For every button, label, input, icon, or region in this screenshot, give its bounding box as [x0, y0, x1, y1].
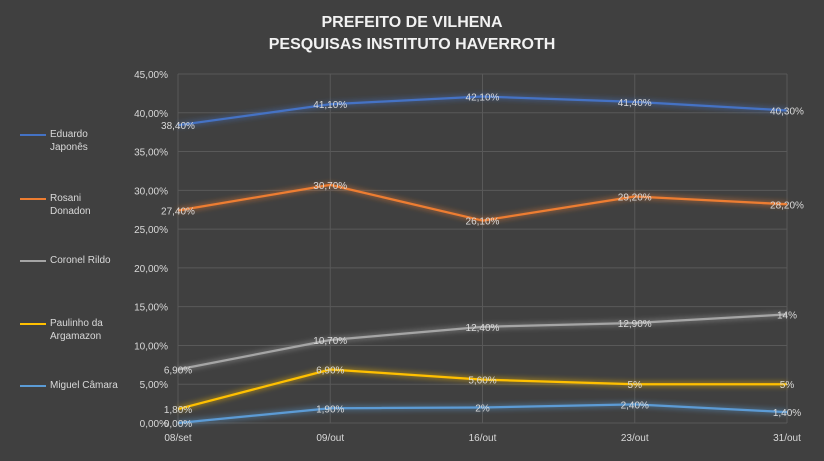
y-tick-label: 30,00% — [134, 186, 168, 197]
series-line-paulinho-da-argamazon — [177, 368, 787, 411]
data-labels: 38,40% 41,10% 42,10% 41,40% 40,30% 27,40% 30,7… — [161, 92, 804, 430]
y-tick-label: 45,00% — [134, 70, 168, 81]
legend-swatch — [20, 198, 46, 200]
series-line-rosani-donadon — [177, 183, 788, 222]
data-label: 5,60% — [468, 376, 496, 387]
legend-label: Paulinho da Argamazon — [50, 318, 103, 342]
y-tick-label: 15,00% — [134, 303, 168, 314]
data-label: 5% — [780, 380, 795, 391]
data-label: 6,90% — [316, 365, 344, 376]
series-line-coronel-rildo — [177, 313, 788, 371]
data-label: 26,10% — [466, 217, 500, 228]
chart-title: PREFEITO DE VILHENA — [321, 14, 503, 31]
data-label: 12,90% — [618, 319, 652, 330]
y-tick-label: 40,00% — [134, 109, 168, 120]
data-label: 0,00% — [164, 419, 192, 430]
chart-subtitle: PESQUISAS INSTITUTO HAVERROTH — [268, 36, 556, 53]
x-tick-label: 08/set — [164, 433, 191, 444]
legend-label: Eduardo Japonês — [50, 129, 88, 153]
y-tick-label: 25,00% — [134, 225, 168, 236]
data-label: 12,40% — [466, 323, 500, 334]
data-label: 29,20% — [618, 193, 652, 204]
data-label: 28,20% — [770, 200, 804, 211]
data-label: 40,30% — [770, 106, 804, 117]
data-label: 1,90% — [316, 404, 344, 415]
data-label: 27,40% — [161, 206, 195, 217]
legend-swatch — [20, 134, 46, 136]
series-line-miguel-camara — [177, 403, 788, 425]
y-axis-tick-labels: 0,00% 5,00% 10,00% 15,00% 20,00% 25,00% 30,00%… — [134, 70, 168, 430]
legend-label: Coronel Rildo — [50, 255, 111, 266]
legend-label: Miguel Câmara — [50, 380, 118, 391]
data-label: 2% — [475, 403, 490, 414]
data-label: 38,40% — [161, 121, 195, 132]
data-label: 6,90% — [164, 365, 192, 376]
legend-swatch — [20, 260, 46, 262]
y-tick-label: 10,00% — [134, 341, 168, 352]
x-tick-label: 23/out — [621, 433, 649, 444]
data-label: 1,80% — [164, 405, 192, 416]
data-label: 30,70% — [313, 181, 347, 192]
y-tick-label: 5,00% — [140, 380, 168, 391]
x-tick-label: 09/out — [316, 433, 344, 444]
chart-title-block: PREFEITO DE VILHENA PESQUISAS INSTITUTO … — [0, 12, 824, 56]
data-label: 41,40% — [618, 98, 652, 109]
series-line-eduardo-japones — [177, 95, 788, 127]
data-label: 41,10% — [313, 100, 347, 111]
data-label: 42,10% — [466, 92, 500, 103]
data-label: 1,40% — [773, 408, 801, 419]
legend-swatch — [20, 323, 46, 325]
x-tick-label: 31/out — [773, 433, 801, 444]
data-label: 2,40% — [621, 400, 649, 411]
gridlines — [177, 73, 788, 424]
legend-item-rosani-donadon: Rosani Donadon — [20, 192, 130, 218]
legend-label: Rosani Donadon — [50, 193, 91, 217]
data-label: 5% — [628, 380, 643, 391]
legend-swatch — [20, 385, 46, 387]
data-label: 10,70% — [313, 336, 347, 347]
data-label: 14% — [777, 310, 797, 321]
x-axis-tick-labels: 08/set 09/out 16/out 23/out 31/out — [164, 433, 801, 444]
x-tick-label: 16/out — [469, 433, 497, 444]
legend-item-coronel-rildo: Coronel Rildo — [20, 254, 130, 267]
series-lines — [177, 95, 788, 425]
legend-item-paulinho-da-argamazon: Paulinho da Argamazon — [20, 317, 130, 343]
y-tick-label: 0,00% — [140, 419, 168, 430]
y-tick-label: 20,00% — [134, 264, 168, 275]
y-tick-label: 35,00% — [134, 148, 168, 159]
legend-item-miguel-camara: Miguel Câmara — [20, 379, 130, 392]
legend-item-eduardo-japones: Eduardo Japonês — [20, 128, 130, 154]
